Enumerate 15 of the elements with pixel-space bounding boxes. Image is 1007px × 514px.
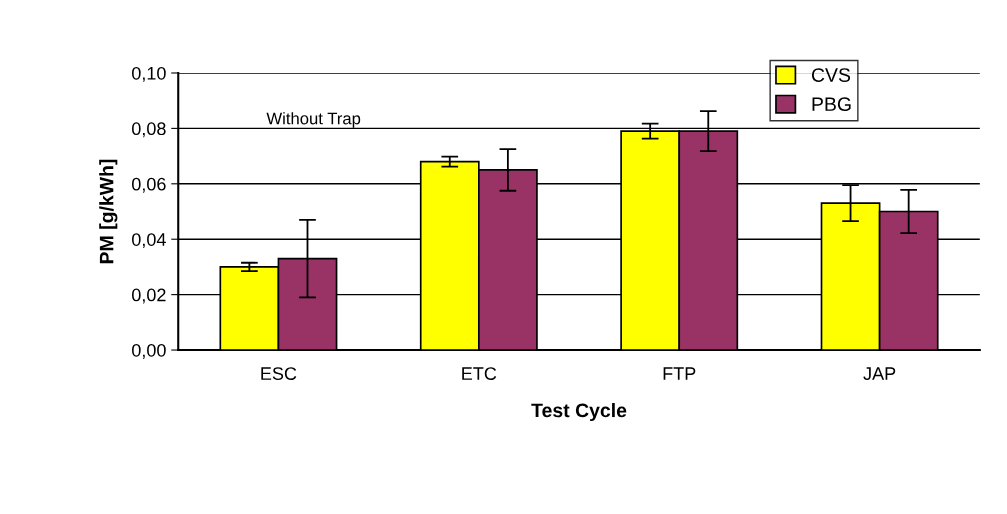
x-tick-label: ETC bbox=[462, 367, 497, 380]
y-tick-label: 0,04 bbox=[132, 233, 166, 249]
legend-label: PBG bbox=[812, 97, 851, 112]
x-tick-label: ESC bbox=[261, 367, 297, 380]
x-tick-label: JAP bbox=[863, 367, 896, 380]
y-axis-title: PM [g/kWh] bbox=[99, 159, 118, 264]
legend-label: CVS bbox=[811, 68, 851, 82]
y-tick-label: 0,10 bbox=[132, 66, 166, 82]
y-tick-label: 0,02 bbox=[132, 288, 166, 304]
y-tick-label: 0,00 bbox=[132, 343, 166, 359]
y-tick-label: 0,06 bbox=[132, 177, 166, 193]
annotation: Without Trap bbox=[266, 112, 361, 128]
y-tick-label: 0,08 bbox=[132, 122, 166, 138]
x-axis-title: Test Cycle bbox=[531, 402, 627, 422]
x-tick-label: FTP bbox=[663, 367, 696, 380]
